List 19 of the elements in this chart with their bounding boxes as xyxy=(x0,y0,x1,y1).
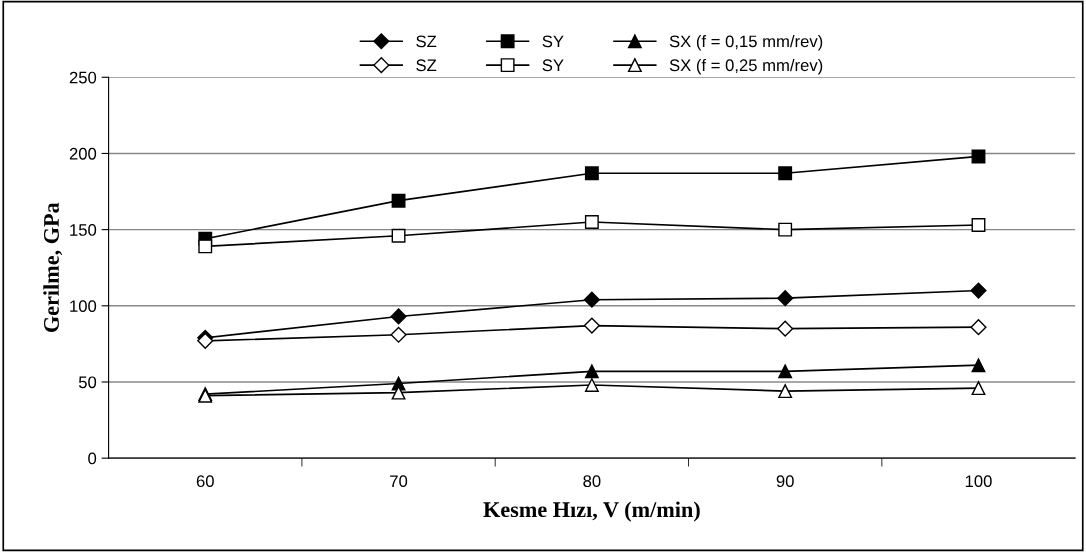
legend-label: SZ xyxy=(416,59,437,72)
x-tick-label: 70 xyxy=(390,475,408,488)
x-tick-label: 100 xyxy=(965,475,992,488)
y-axis-title: Gerilme, GPa xyxy=(43,202,63,333)
legend-label: SX (f = 0,25 mm/rev) xyxy=(669,58,823,75)
x-tick-label: 80 xyxy=(583,475,601,488)
y-tick-label: 200 xyxy=(69,147,97,160)
legend-label: SZ xyxy=(416,35,437,48)
y-tick-label: 50 xyxy=(78,376,97,389)
y-tick-label: 250 xyxy=(69,71,97,84)
y-tick-label: 150 xyxy=(70,224,97,236)
x-axis-title: Kesme Hızı, V (m/min) xyxy=(483,501,700,522)
legend-label: SY xyxy=(542,59,564,72)
x-tick-label: 90 xyxy=(776,475,794,488)
y-tick-label: 100 xyxy=(70,300,97,313)
legend-label: SY xyxy=(542,35,564,48)
legend-label: SX (f = 0,15 mm/rev) xyxy=(669,35,823,51)
y-tick-label: 0 xyxy=(88,452,97,465)
x-tick-label: 60 xyxy=(196,475,214,488)
